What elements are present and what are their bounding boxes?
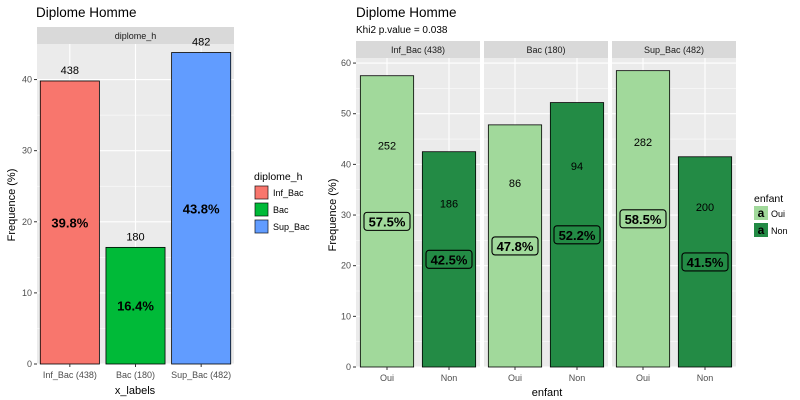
- chart2-percent-label: 41.5%: [687, 255, 724, 270]
- chart2-percent-label: 57.5%: [369, 214, 406, 229]
- chart2-percent-label-box: [553, 225, 601, 245]
- chart1-legend-title: diplome_h: [254, 171, 303, 183]
- chart1-legend-entry: Bac: [273, 205, 289, 215]
- chart1-title: Diplome Homme: [36, 5, 137, 20]
- chart2-count-label: 252: [378, 141, 396, 153]
- chart2-x-tick-label: Non: [441, 373, 458, 383]
- chart2-x-tick-label: Non: [569, 373, 586, 383]
- chart2-count-label: 94: [571, 161, 583, 173]
- chart2-bar-oui: [359, 75, 415, 368]
- chart1-plot: diplome_h 0 10 20 30 40 438 39.8% Inf_Bac (438) 1…: [22, 27, 310, 380]
- chart2-percent-label-box: [491, 236, 539, 256]
- chart2-facet-strip-label: Sup_Bac (482): [644, 45, 704, 55]
- chart2-facet-strip: [484, 41, 608, 58]
- chart1-legend-swatch: [254, 185, 269, 200]
- chart2-facet-strip-label: Bac (180): [526, 45, 565, 55]
- chart2-legend-swatch: [754, 223, 768, 237]
- chart2-facet-strip: [612, 41, 736, 58]
- chart2-x-tick-label: Oui: [380, 373, 394, 383]
- chart2-percent-label-box: [363, 211, 411, 231]
- chart2-x-tick-label: Oui: [508, 373, 522, 383]
- chart2-percent-label: 52.2%: [559, 228, 596, 243]
- chart2-y-tick-label: 20: [341, 261, 351, 271]
- chart1-legend-swatch: [254, 219, 269, 234]
- chart1-count-label: 180: [126, 231, 144, 243]
- chart2-count-label: 86: [509, 178, 521, 190]
- chart1-x-tick-label: Inf_Bac (438): [43, 370, 97, 380]
- chart1-facet-strip-label: diplome_h: [115, 31, 157, 41]
- chart1-count-label: 482: [192, 37, 210, 49]
- chart2-percent-label-box: [619, 209, 667, 229]
- chart1-count-label: 438: [61, 65, 79, 77]
- chart2-percent-label: 42.5%: [431, 252, 468, 267]
- chart2-count-label: 282: [634, 137, 652, 149]
- chart2-count-label: 186: [440, 198, 458, 210]
- chart1-percent-label: 43.8%: [183, 201, 220, 216]
- chart2-y-tick-label: 40: [341, 159, 351, 169]
- chart2-x-tick-label: Non: [697, 373, 714, 383]
- chart2-y-tick-label: 10: [341, 311, 351, 321]
- chart2-percent-label: 58.5%: [625, 212, 662, 227]
- chart2-y-tick-label: 60: [341, 58, 351, 68]
- chart2-x-tick-label: Oui: [636, 373, 650, 383]
- chart2-legend-entry: Oui: [771, 209, 785, 219]
- chart1-y-tick-label: 0: [27, 359, 32, 369]
- chart2-percent-label-box: [681, 252, 729, 272]
- chart2-count-label: 200: [696, 202, 714, 214]
- chart2-facet-strip-label: Inf_Bac (438): [391, 45, 445, 55]
- chart2-legend-key-glyph: a: [758, 223, 765, 237]
- chart1-legend-entry: Inf_Bac: [273, 188, 304, 198]
- chart2-bar-non: [421, 151, 477, 368]
- chart2-bar-non: [549, 102, 605, 368]
- chart1-percent-label: 16.4%: [117, 299, 154, 314]
- chart1-y-tick-label: 10: [22, 288, 32, 298]
- chart1-bar-inf-bac: [39, 80, 100, 365]
- chart2-y-tick-label: 50: [341, 109, 351, 119]
- chart2-y-tick-label: 0: [346, 362, 351, 372]
- chart2-percent-label-box: [425, 249, 473, 269]
- chart1-y-tick-label: 40: [22, 75, 32, 85]
- chart2-bar-non: [677, 156, 733, 368]
- chart2-y-tick-label: 30: [341, 210, 351, 220]
- chart1-percent-label: 39.8%: [51, 215, 88, 230]
- chart2-y-axis-title: Frequence (%): [327, 179, 339, 252]
- chart1-legend-entry: Sup_Bac: [273, 222, 310, 232]
- chart1-y-tick-label: 30: [22, 146, 32, 156]
- chart1-x-axis-title: x_labels: [115, 385, 156, 397]
- chart1-x-tick-label: Bac (180): [116, 370, 155, 380]
- chart1-legend-swatch: [254, 202, 269, 217]
- chart2-legend-entry: Non: [771, 226, 788, 236]
- chart2-bar-oui: [487, 124, 543, 368]
- chart2-percent-label: 47.8%: [497, 239, 534, 254]
- chart2-x-axis-title: enfant: [532, 387, 563, 399]
- chart2-facet-strip: [356, 41, 480, 58]
- chart2-legend-title: enfant: [754, 193, 783, 205]
- chart2-plot: Inf_Bac (438) 0 10 20 30 40 50 60 252 57.5% Oui 186…: [341, 41, 788, 383]
- chart2-bar-oui: [615, 70, 671, 368]
- chart1-facet-strip: [37, 27, 234, 44]
- chart1-y-tick-label: 20: [22, 217, 32, 227]
- chart1-bar-sup-bac: [171, 52, 232, 365]
- chart1-y-axis-title: Frequence (%): [6, 169, 18, 242]
- chart1-x-tick-label: Sup_Bac (482): [171, 370, 231, 380]
- chart2-legend-key-glyph: a: [758, 206, 765, 220]
- chart1-bar-bac: [105, 246, 166, 365]
- chart2-title: Diplome Homme: [356, 5, 457, 20]
- chart2-legend-swatch: [754, 206, 768, 220]
- chart2-subtitle: Khi2 p.value = 0.038: [356, 25, 448, 36]
